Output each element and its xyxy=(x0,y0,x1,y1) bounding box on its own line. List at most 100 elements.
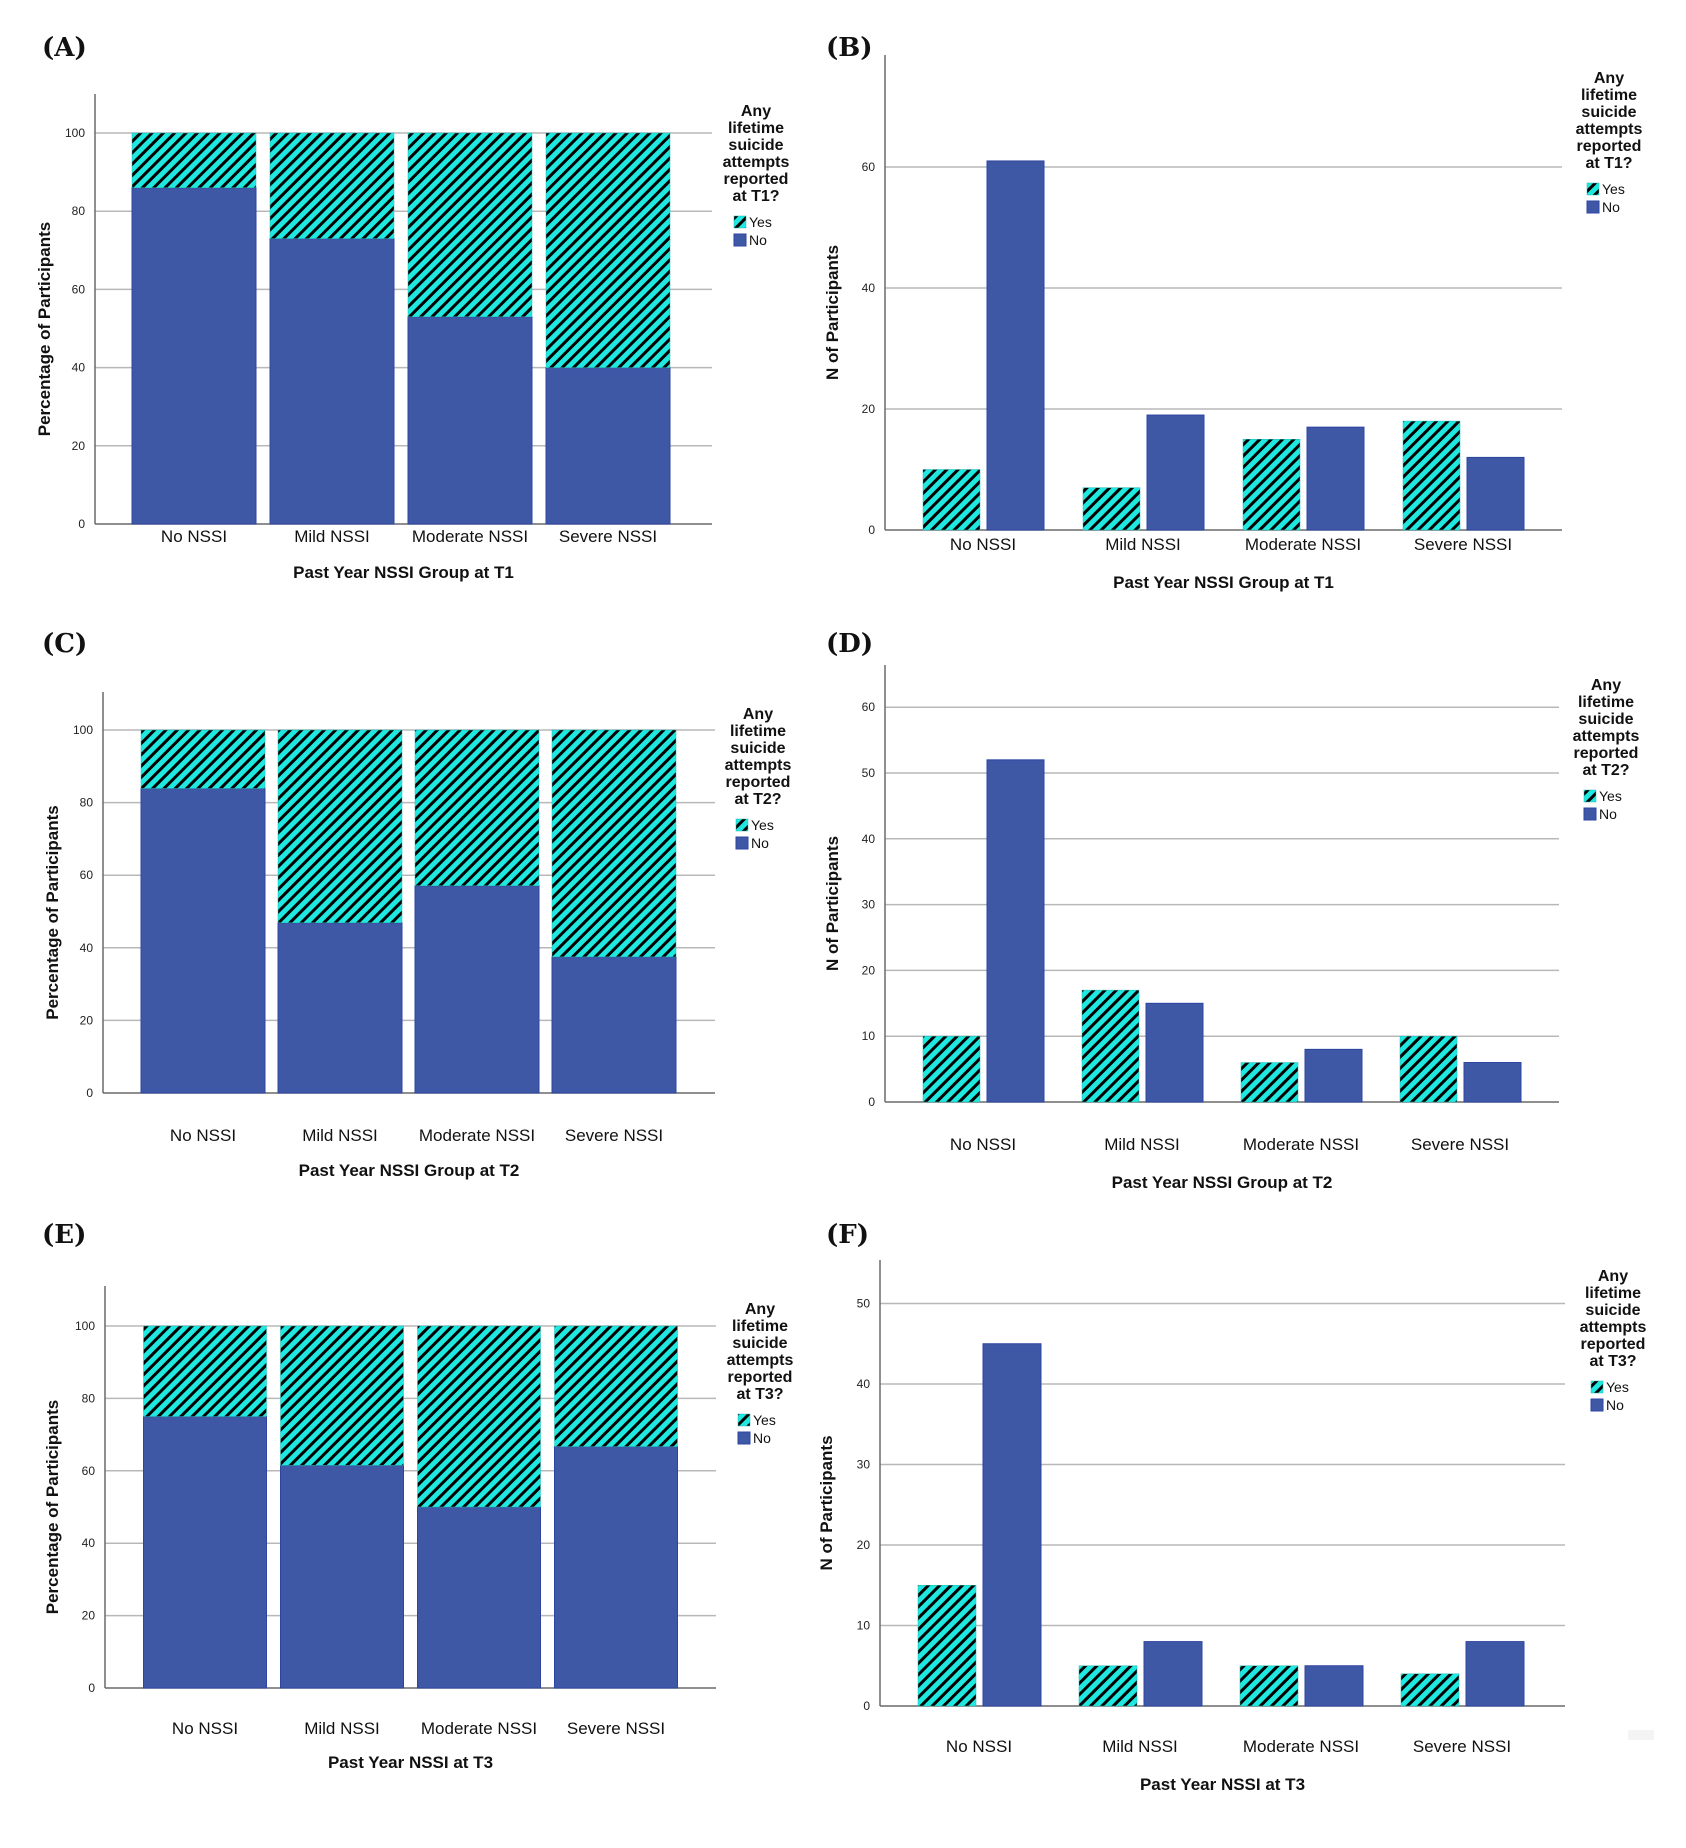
x-category-label: Severe NSSI xyxy=(1411,1135,1509,1154)
bar-no-no-nssi xyxy=(982,1343,1042,1707)
bar-no-mild-nssi xyxy=(277,922,403,1094)
bar-no-no-nssi xyxy=(986,759,1045,1103)
x-axis-title: Past Year NSSI Group at T1 xyxy=(293,563,514,582)
bar-no-moderate-nssi xyxy=(417,1506,541,1689)
y-tick-label: 40 xyxy=(82,1536,96,1550)
y-tick-label: 20 xyxy=(80,1013,94,1027)
x-axis-title: Past Year NSSI Group at T2 xyxy=(1112,1173,1333,1192)
chart-panel-a: (A) 0 20 40 60 80 100 No NSSI Mild NSSI Moderate … xyxy=(35,33,789,582)
bar-yes-severe-nssi xyxy=(1402,420,1461,531)
bar-yes-moderate-nssi xyxy=(414,729,540,886)
legend-item-no: No xyxy=(1599,806,1617,822)
bar-no-mild-nssi xyxy=(280,1464,404,1689)
legend-title-line: suicide xyxy=(730,740,785,757)
legend-item-yes: Yes xyxy=(1602,181,1625,197)
bar-no-severe-nssi xyxy=(551,956,677,1094)
legend-swatch-no xyxy=(1583,807,1597,821)
y-tick-label: 50 xyxy=(857,1297,871,1311)
x-category-label: Severe NSSI xyxy=(567,1719,665,1738)
panel-label: (D) xyxy=(826,629,873,659)
x-axis-title: Past Year NSSI at T3 xyxy=(1140,1775,1305,1794)
legend-title-line: Any xyxy=(743,706,773,723)
x-category-label: Mild NSSI xyxy=(1104,1135,1180,1154)
y-tick-label: 80 xyxy=(72,204,86,218)
legend-swatch-no xyxy=(733,233,747,247)
bar-no-no-nssi xyxy=(131,187,257,525)
bar-yes-severe-nssi xyxy=(1399,1035,1458,1103)
x-axis-title: Past Year NSSI at T3 xyxy=(328,1753,493,1772)
bar-no-mild-nssi xyxy=(1143,1641,1203,1707)
legend-title-line: lifetime xyxy=(732,1318,788,1335)
panel-label: (F) xyxy=(826,1220,869,1250)
x-category-label: Severe NSSI xyxy=(1413,1737,1511,1756)
x-category-label: Moderate NSSI xyxy=(421,1719,537,1738)
x-category-label: Severe NSSI xyxy=(1414,535,1512,554)
bar-yes-mild-nssi xyxy=(280,1325,404,1466)
legend-title-line: Any xyxy=(1598,1268,1628,1285)
bar-yes-no-nssi xyxy=(917,1585,977,1707)
bar-yes-moderate-nssi xyxy=(407,132,533,318)
x-category-label: Moderate NSSI xyxy=(412,527,528,546)
legend-title-line: at T2? xyxy=(734,791,781,808)
bar-yes-mild-nssi xyxy=(1081,989,1140,1103)
legend-title-line: at T1? xyxy=(1585,155,1632,172)
x-category-label: Mild NSSI xyxy=(1102,1737,1178,1756)
legend-swatch-yes xyxy=(1583,789,1597,803)
legend-title-line: at T2? xyxy=(1582,762,1629,779)
y-tick-label: 100 xyxy=(73,723,93,737)
legend-title-line: Any xyxy=(1591,677,1621,694)
bar-no-mild-nssi xyxy=(269,238,395,525)
legend-title-line: attempts xyxy=(1576,121,1643,138)
x-category-label: Moderate NSSI xyxy=(1243,1135,1359,1154)
y-tick-label: 0 xyxy=(863,1699,870,1713)
chart-panel-c: (C) 0 20 40 60 80 100 No NSSI Mild NSSI Moderate … xyxy=(42,629,791,1180)
legend-title-line: reported xyxy=(726,774,791,791)
legend-title-line: at T3? xyxy=(1589,1353,1636,1370)
legend-title-line: reported xyxy=(1581,1336,1646,1353)
bar-yes-mild-nssi xyxy=(1082,487,1141,531)
x-category-label: No NSSI xyxy=(172,1719,238,1738)
legend-title-line: attempts xyxy=(1573,728,1640,745)
chart-panel-f: (F) 0 10 20 30 40 50 No NSSI Mild NSSI Moderate N… xyxy=(817,1220,1646,1794)
bar-no-no-nssi xyxy=(143,1416,267,1689)
bar-yes-no-nssi xyxy=(922,469,981,531)
y-axis-title: N of Participants xyxy=(823,836,842,971)
legend-title-line: lifetime xyxy=(728,120,784,137)
panel-label: (C) xyxy=(42,629,87,659)
legend-title-line: at T1? xyxy=(732,188,779,205)
y-axis-title: N of Participants xyxy=(817,1435,836,1570)
legend-title-line: attempts xyxy=(727,1352,794,1369)
y-tick-label: 0 xyxy=(88,1681,95,1695)
legend-title-line: attempts xyxy=(725,757,792,774)
bar-yes-moderate-nssi xyxy=(1240,1062,1299,1103)
bar-yes-moderate-nssi xyxy=(417,1325,541,1508)
bar-yes-no-nssi xyxy=(922,1035,981,1103)
y-tick-label: 20 xyxy=(72,439,86,453)
bar-no-moderate-nssi xyxy=(407,316,533,525)
corner-artifact xyxy=(1628,1730,1654,1740)
legend-swatch-no xyxy=(737,1431,751,1445)
y-tick-label: 20 xyxy=(857,1538,871,1552)
y-tick-label: 20 xyxy=(862,963,876,977)
x-category-label: Mild NSSI xyxy=(294,527,370,546)
legend-item-no: No xyxy=(751,835,769,851)
bar-no-severe-nssi xyxy=(554,1446,678,1689)
panel-label: (A) xyxy=(42,33,87,63)
legend-item-no: No xyxy=(749,232,767,248)
legend-item-yes: Yes xyxy=(1606,1379,1629,1395)
y-tick-label: 60 xyxy=(862,700,876,714)
y-tick-label: 40 xyxy=(857,1377,871,1391)
legend-swatch-no xyxy=(1586,200,1600,214)
bar-no-no-nssi xyxy=(986,160,1045,531)
legend-title-line: attempts xyxy=(1580,1319,1647,1336)
y-tick-label: 0 xyxy=(868,1095,875,1109)
bar-yes-mild-nssi xyxy=(269,132,395,239)
y-tick-label: 60 xyxy=(862,160,876,174)
legend-swatch-yes xyxy=(737,1413,751,1427)
x-category-label: Moderate NSSI xyxy=(419,1126,535,1145)
chart-panel-d: (D) 0 10 20 30 40 50 60 No NSSI Mild NSSI Moderate… xyxy=(823,629,1639,1192)
